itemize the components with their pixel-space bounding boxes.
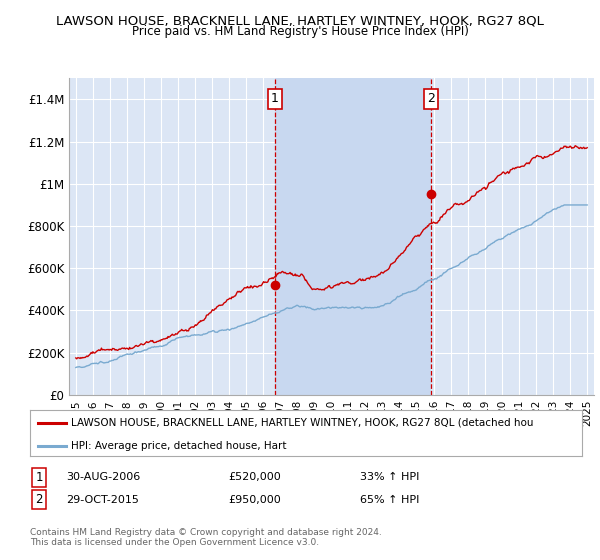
Text: Price paid vs. HM Land Registry's House Price Index (HPI): Price paid vs. HM Land Registry's House … [131,25,469,38]
Text: Contains HM Land Registry data © Crown copyright and database right 2024.: Contains HM Land Registry data © Crown c… [30,528,382,536]
Text: 29-OCT-2015: 29-OCT-2015 [66,494,139,505]
Text: LAWSON HOUSE, BRACKNELL LANE, HARTLEY WINTNEY, HOOK, RG27 8QL: LAWSON HOUSE, BRACKNELL LANE, HARTLEY WI… [56,14,544,27]
Text: HPI: Average price, detached house, Hart: HPI: Average price, detached house, Hart [71,441,287,451]
Text: £950,000: £950,000 [228,494,281,505]
Text: 1: 1 [35,470,43,484]
Bar [275,78,431,395]
Text: 33% ↑ HPI: 33% ↑ HPI [360,472,419,482]
Text: 30-AUG-2006: 30-AUG-2006 [66,472,140,482]
Text: £520,000: £520,000 [228,472,281,482]
Text: 1: 1 [271,92,278,105]
Text: This data is licensed under the Open Government Licence v3.0.: This data is licensed under the Open Gov… [30,538,319,547]
Text: LAWSON HOUSE, BRACKNELL LANE, HARTLEY WINTNEY, HOOK, RG27 8QL (detached hou: LAWSON HOUSE, BRACKNELL LANE, HARTLEY WI… [71,418,534,428]
Text: 65% ↑ HPI: 65% ↑ HPI [360,494,419,505]
Text: 2: 2 [35,493,43,506]
Text: 2: 2 [427,92,435,105]
